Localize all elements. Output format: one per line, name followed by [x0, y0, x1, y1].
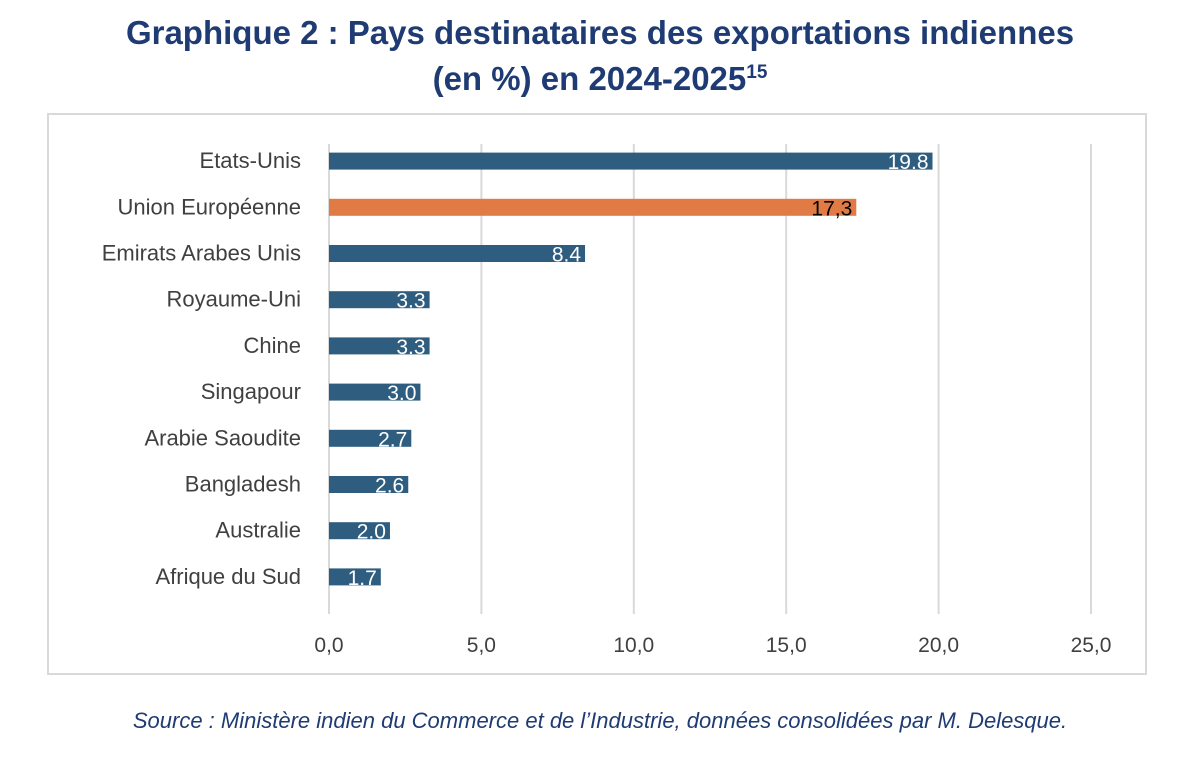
x-tick-label: 0,0	[314, 634, 343, 657]
data-label: 17,3	[811, 197, 852, 220]
chart-title-line1: Graphique 2 : Pays destinataires des exp…	[125, 14, 1075, 51]
bars	[329, 152, 933, 586]
category-label: Arabie Saoudite	[144, 425, 301, 450]
category-label: Australie	[215, 518, 301, 543]
x-tick-label: 20,0	[918, 634, 959, 657]
bar	[329, 476, 409, 493]
category-label: Chine	[244, 333, 301, 358]
category-label: Afrique du Sud	[155, 564, 301, 589]
bar	[329, 383, 421, 401]
bar	[329, 337, 430, 355]
chart-frame: Etats-Unis Union Européenne Emirats Arabes…	[47, 113, 1147, 675]
data-label: 2.0	[357, 521, 386, 544]
bar	[329, 522, 390, 540]
bar	[329, 291, 430, 309]
bar	[329, 198, 857, 216]
x-tick-label: 5,0	[467, 634, 496, 657]
data-label: 2.7	[378, 428, 407, 451]
category-label: Royaume-Uni	[167, 287, 302, 312]
data-label: 3.3	[396, 290, 425, 313]
source-note: Source : Ministère indien du Commerce et…	[132, 708, 1068, 733]
chart-title: Graphique 2 : Pays destinataires des exp…	[0, 10, 1200, 102]
category-label: Singapour	[201, 379, 301, 404]
data-label: 8.4	[552, 244, 582, 267]
category-labels: Etats-Unis Union Européenne Emirats Arabes…	[102, 148, 301, 589]
x-tick-label: 25,0	[1071, 634, 1112, 657]
bar	[329, 568, 381, 586]
bar	[329, 245, 586, 262]
x-tick-label: 10,0	[613, 634, 654, 657]
data-label: 1.7	[348, 567, 377, 590]
data-label: 19.8	[888, 151, 929, 174]
bar	[329, 152, 933, 170]
bar	[329, 429, 412, 447]
chart-title-line2: (en %) en 2024-2025	[432, 60, 747, 97]
data-labels: 19.8 17,3 8.4 3.3 3.3 3.0 2.7 2.6 2.0 1.7	[348, 151, 929, 590]
x-tick-label: 15,0	[766, 634, 807, 657]
data-label: 2.6	[375, 475, 404, 498]
data-label: 3.3	[396, 336, 425, 359]
data-label: 3.0	[387, 382, 416, 405]
category-label: Etats-Unis	[200, 148, 301, 173]
bar-chart: Etats-Unis Union Européenne Emirats Arabes…	[102, 144, 1111, 657]
category-label: Emirats Arabes Unis	[102, 241, 301, 266]
x-axis-tick-labels: 0,0 5,0 10,0 15,0 20,0 25,0	[314, 634, 1111, 657]
category-label: Bangladesh	[185, 472, 301, 497]
category-label: Union Européenne	[118, 194, 301, 219]
title-footnote-marker: 15	[746, 62, 768, 83]
